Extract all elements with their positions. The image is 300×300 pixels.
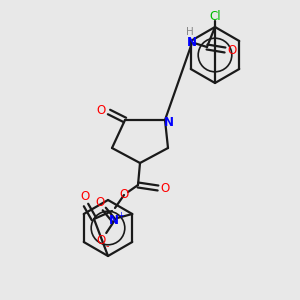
Text: O: O [97,233,106,247]
Text: +: + [117,212,124,220]
Text: N: N [187,37,197,50]
Text: Cl: Cl [209,11,221,23]
Text: N: N [109,214,119,227]
Text: -: - [106,241,109,251]
Text: N: N [164,116,174,128]
Text: O: O [160,182,169,194]
Text: O: O [227,44,237,56]
Text: O: O [96,196,105,209]
Text: O: O [96,104,106,118]
Text: O: O [80,190,90,203]
Text: O: O [119,188,129,202]
Text: H: H [186,27,194,37]
